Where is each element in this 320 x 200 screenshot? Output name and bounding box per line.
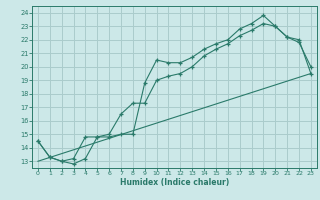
X-axis label: Humidex (Indice chaleur): Humidex (Indice chaleur) — [120, 178, 229, 187]
